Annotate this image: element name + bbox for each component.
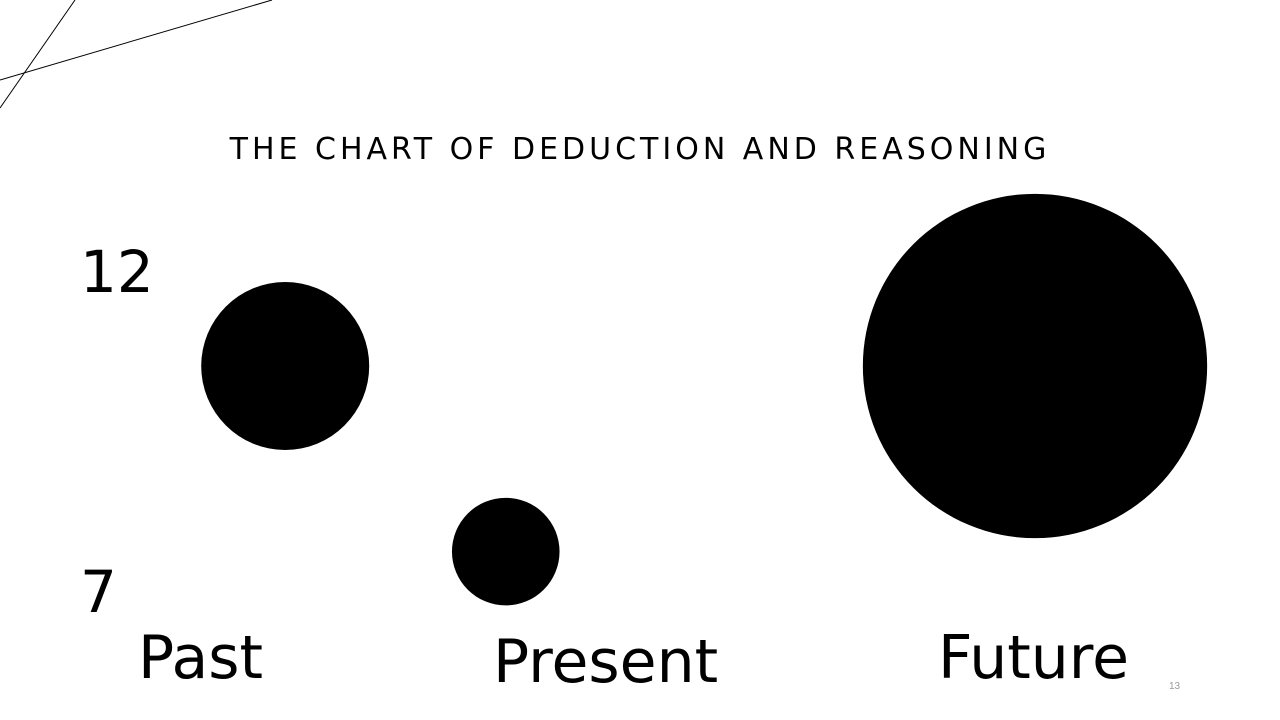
bubble-point-1 xyxy=(201,282,370,450)
chart-title: THE CHART OF DEDUCTION AND REASONING xyxy=(229,132,1051,167)
decorative-lines xyxy=(0,0,273,109)
bubble-point-3 xyxy=(862,193,1208,539)
decorative-line xyxy=(0,0,273,81)
decorative-line xyxy=(0,0,76,109)
bubble-point-2 xyxy=(451,497,560,606)
page-number: 13 xyxy=(1169,681,1181,692)
y-tick-label-top: 12 xyxy=(80,238,154,306)
y-tick-label-bottom: 7 xyxy=(80,558,117,626)
x-tick-label-present: Present xyxy=(493,627,719,697)
x-tick-label-future: Future xyxy=(938,623,1130,693)
x-tick-label-past: Past xyxy=(138,623,264,693)
